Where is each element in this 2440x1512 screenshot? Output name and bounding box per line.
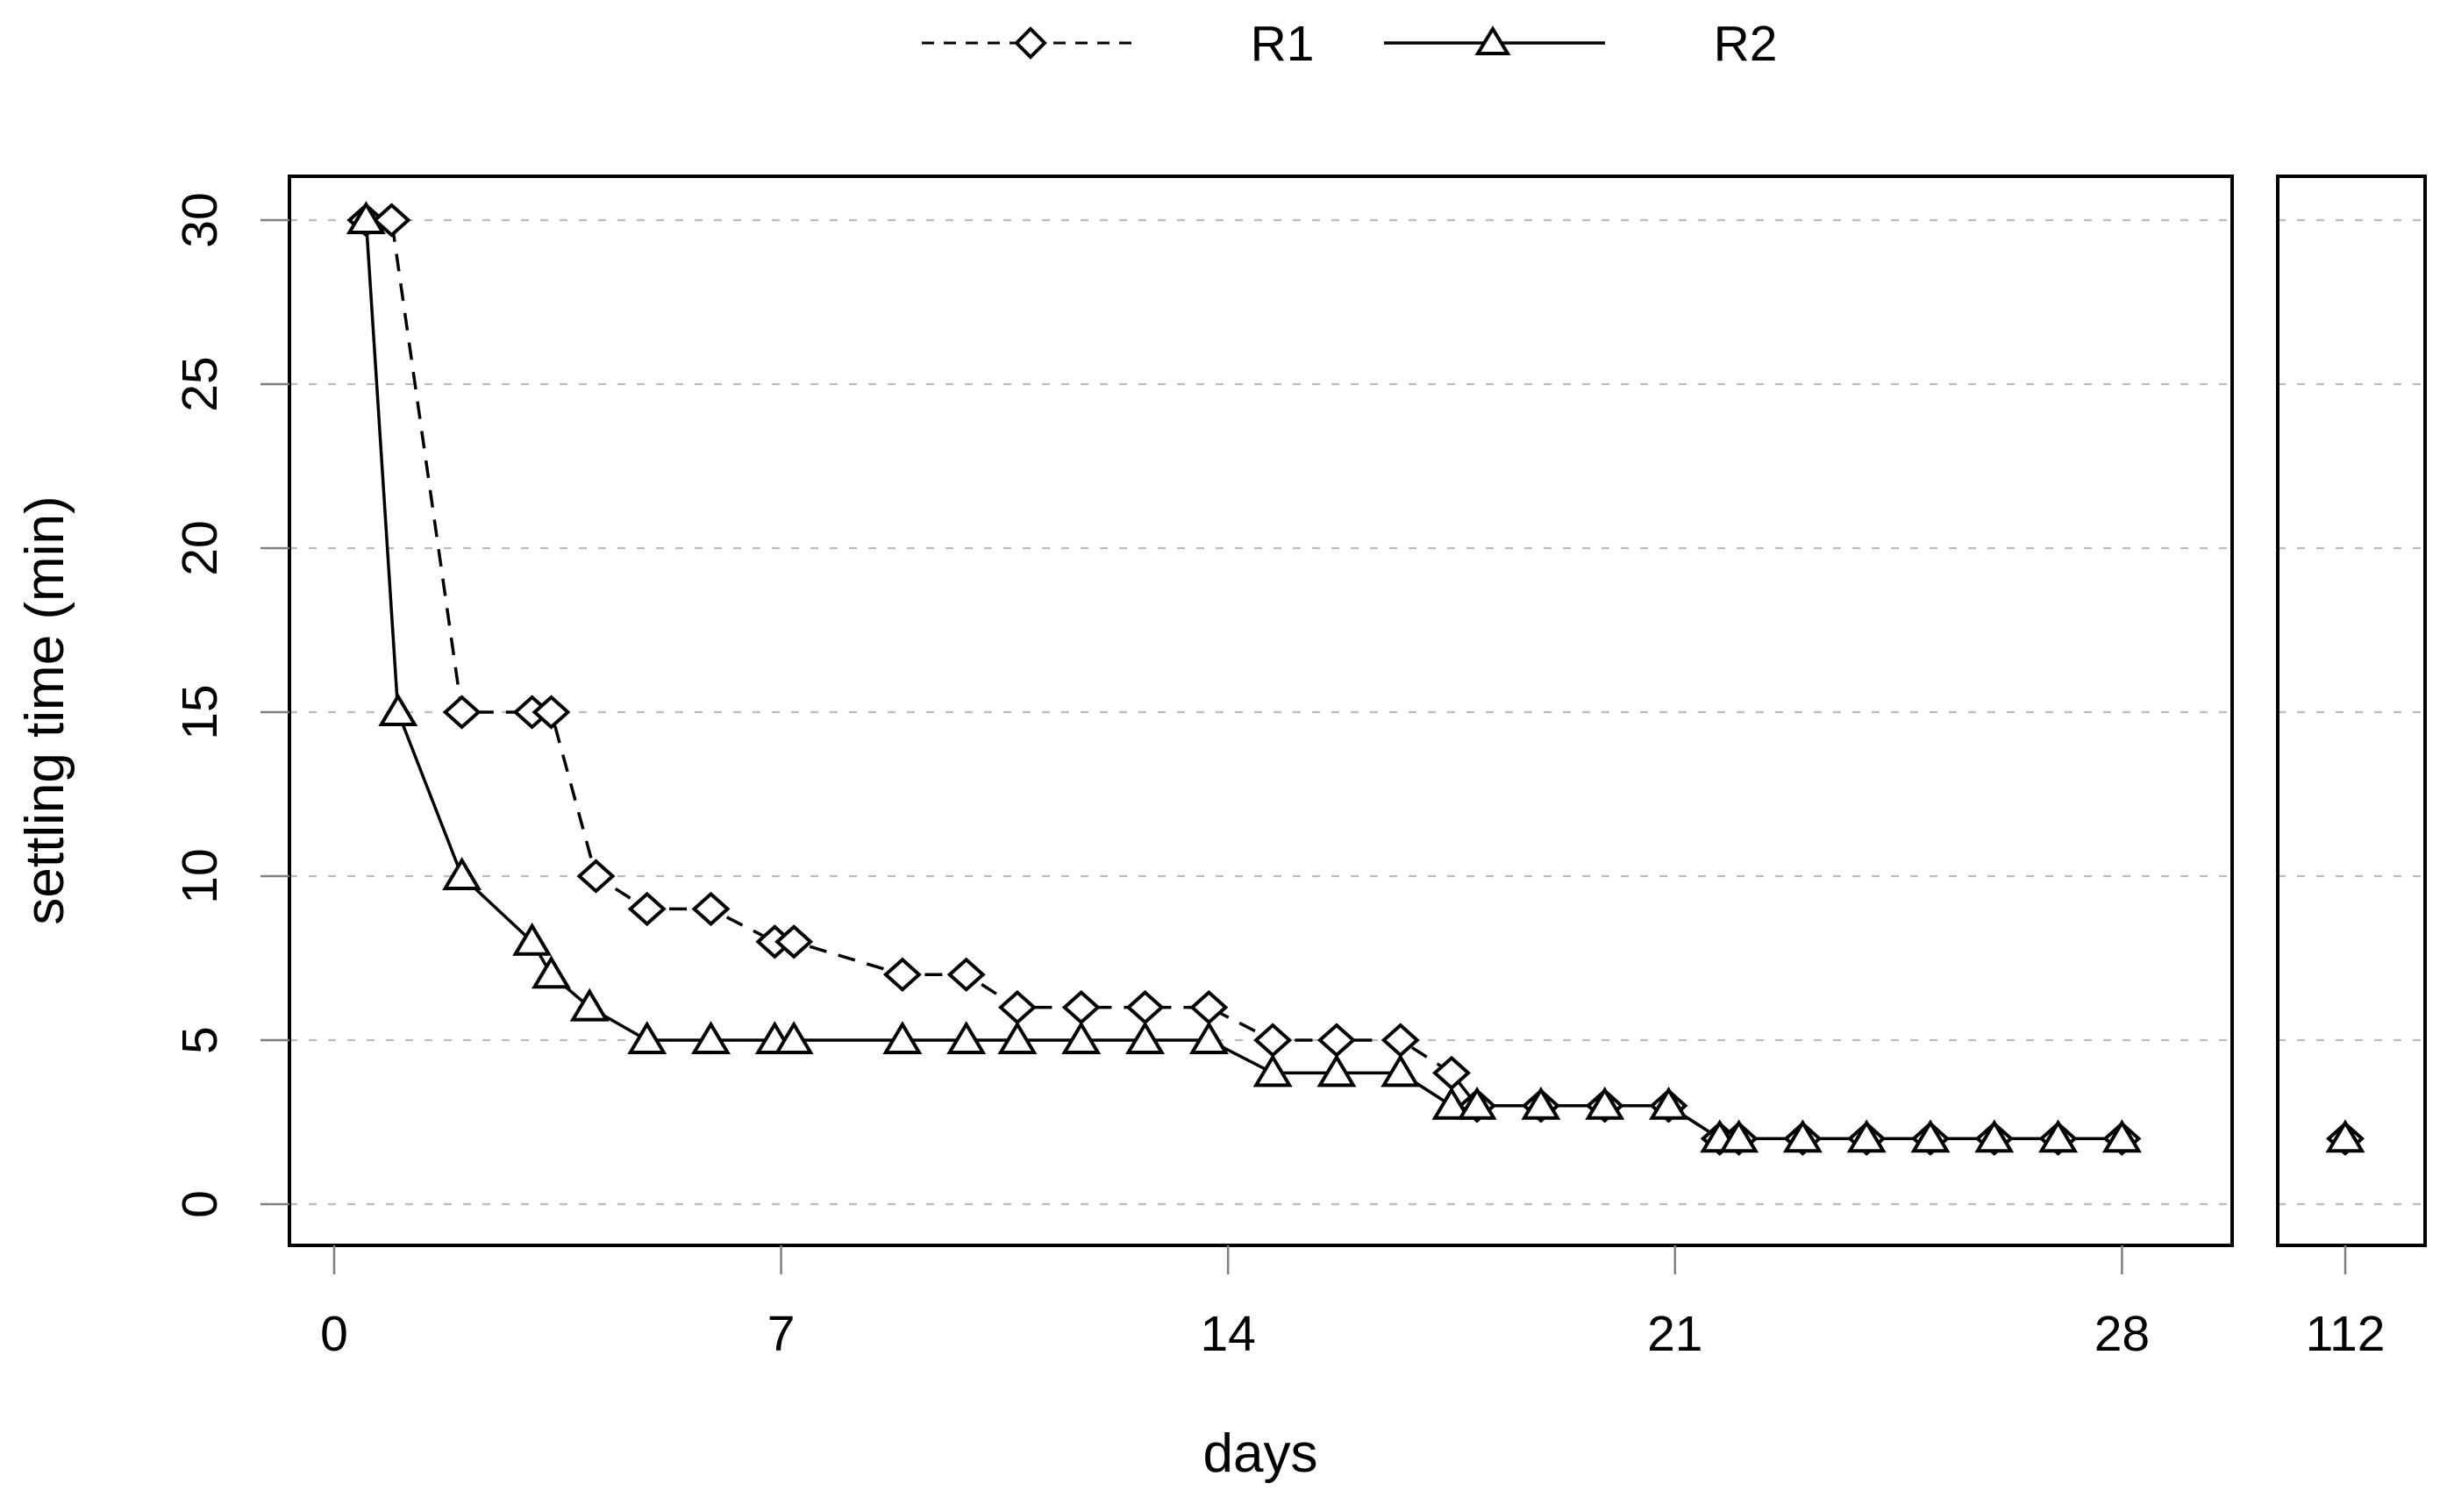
r1-marker-diamond	[1316, 1023, 1356, 1058]
plot-frames	[288, 175, 2427, 1247]
series-lines	[364, 218, 2123, 1140]
r1-marker-diamond	[372, 203, 411, 238]
r2-marker-triangle	[1649, 1086, 1689, 1120]
x-tick-label-28: 28	[2094, 1306, 2150, 1362]
r1-marker-diamond	[1189, 989, 1229, 1025]
r2-marker-triangle	[997, 1021, 1038, 1054]
x-tick-label-7: 7	[767, 1306, 795, 1362]
legend-r1-label: R1	[1251, 16, 1315, 72]
r1-line	[366, 218, 2123, 1140]
series-markers	[346, 201, 2365, 1156]
x-axis-label: days	[1203, 1423, 1318, 1484]
r2-marker-triangle	[346, 201, 386, 234]
legend: R1 R2	[922, 16, 1777, 72]
r2-marker-triangle	[442, 857, 482, 890]
r1-marker-diamond	[774, 924, 814, 959]
r1-marker-diamond	[691, 891, 731, 927]
r2-marker-triangle	[2101, 1119, 2142, 1153]
y-tick-label-20: 20	[172, 520, 228, 575]
r2-marker-triangle	[1125, 1021, 1166, 1054]
y-tick-label-5: 5	[172, 1026, 228, 1054]
r1-marker-diamond	[442, 695, 482, 730]
y-tick-label-25: 25	[172, 356, 228, 411]
x-tick-label-break: 112	[2306, 1306, 2386, 1362]
r2-marker-triangle	[2038, 1119, 2079, 1153]
r1-marker-diamond	[1125, 989, 1165, 1025]
r1-marker-diamond	[1253, 1023, 1293, 1058]
r2-marker-triangle	[1910, 1119, 1951, 1153]
break-panel-frame	[2276, 175, 2427, 1247]
r2-marker-triangle	[1431, 1086, 1472, 1120]
r2-marker-triangle	[774, 1021, 814, 1054]
r2-break-marker-triangle	[2325, 1119, 2365, 1153]
axis-tick-labels: 0 5 10 15 20 25 30 0 7 14 21 28 112	[172, 192, 2385, 1362]
x-tick-label-14: 14	[1200, 1306, 1255, 1362]
y-tick-label-15: 15	[172, 684, 228, 739]
y-axis-label: settling time (min)	[15, 496, 75, 924]
r1-marker-diamond	[532, 695, 571, 730]
r1-marker-diamond	[627, 891, 667, 927]
r2-marker-triangle	[1974, 1119, 2015, 1153]
r2-marker-triangle	[1061, 1021, 1102, 1054]
y-tick-label-30: 30	[172, 192, 228, 247]
r1-marker-diamond	[576, 859, 616, 894]
legend-r2-label: R2	[1714, 16, 1778, 72]
r2-marker-triangle	[1381, 1053, 1421, 1088]
r2-marker-triangle	[378, 693, 418, 726]
r2-line	[364, 219, 2123, 1140]
r2-marker-triangle	[882, 1021, 923, 1054]
r2-marker-triangle	[512, 922, 553, 956]
r2-marker-triangle	[1782, 1119, 1823, 1153]
x-tick-label-0: 0	[320, 1306, 348, 1362]
r2-marker-triangle	[1521, 1086, 1561, 1120]
legend-r1-diamond-icon	[1014, 26, 1047, 60]
r1-marker-diamond	[1432, 1055, 1471, 1091]
y-tick-label-10: 10	[172, 848, 228, 903]
r2-marker-triangle	[946, 1021, 987, 1054]
r2-marker-triangle	[627, 1021, 667, 1054]
legend-r2-triangle-icon	[1474, 25, 1511, 55]
r2-marker-triangle	[1846, 1119, 1887, 1153]
r2-marker-triangle	[1585, 1086, 1625, 1120]
r2-marker-triangle	[1188, 1021, 1229, 1054]
axis-ticks	[260, 218, 2347, 1274]
r1-marker-diamond	[946, 957, 986, 992]
r2-marker-triangle	[569, 988, 610, 1022]
r2-marker-triangle	[1316, 1053, 1357, 1088]
r1-marker-diamond	[1381, 1023, 1420, 1058]
r1-marker-diamond	[997, 989, 1037, 1025]
y-tick-label-0: 0	[172, 1190, 228, 1218]
r1-marker-diamond	[882, 957, 922, 992]
r2-marker-triangle	[532, 955, 572, 989]
x-tick-label-21: 21	[1647, 1306, 1702, 1362]
r2-marker-triangle	[1719, 1119, 1759, 1153]
main-panel-frame	[288, 175, 2234, 1247]
r2-marker-triangle	[1457, 1086, 1497, 1120]
r1-marker-diamond	[1061, 989, 1101, 1025]
gridlines	[289, 218, 2425, 1206]
r2-marker-triangle	[691, 1021, 731, 1054]
r2-marker-triangle	[1252, 1053, 1293, 1088]
